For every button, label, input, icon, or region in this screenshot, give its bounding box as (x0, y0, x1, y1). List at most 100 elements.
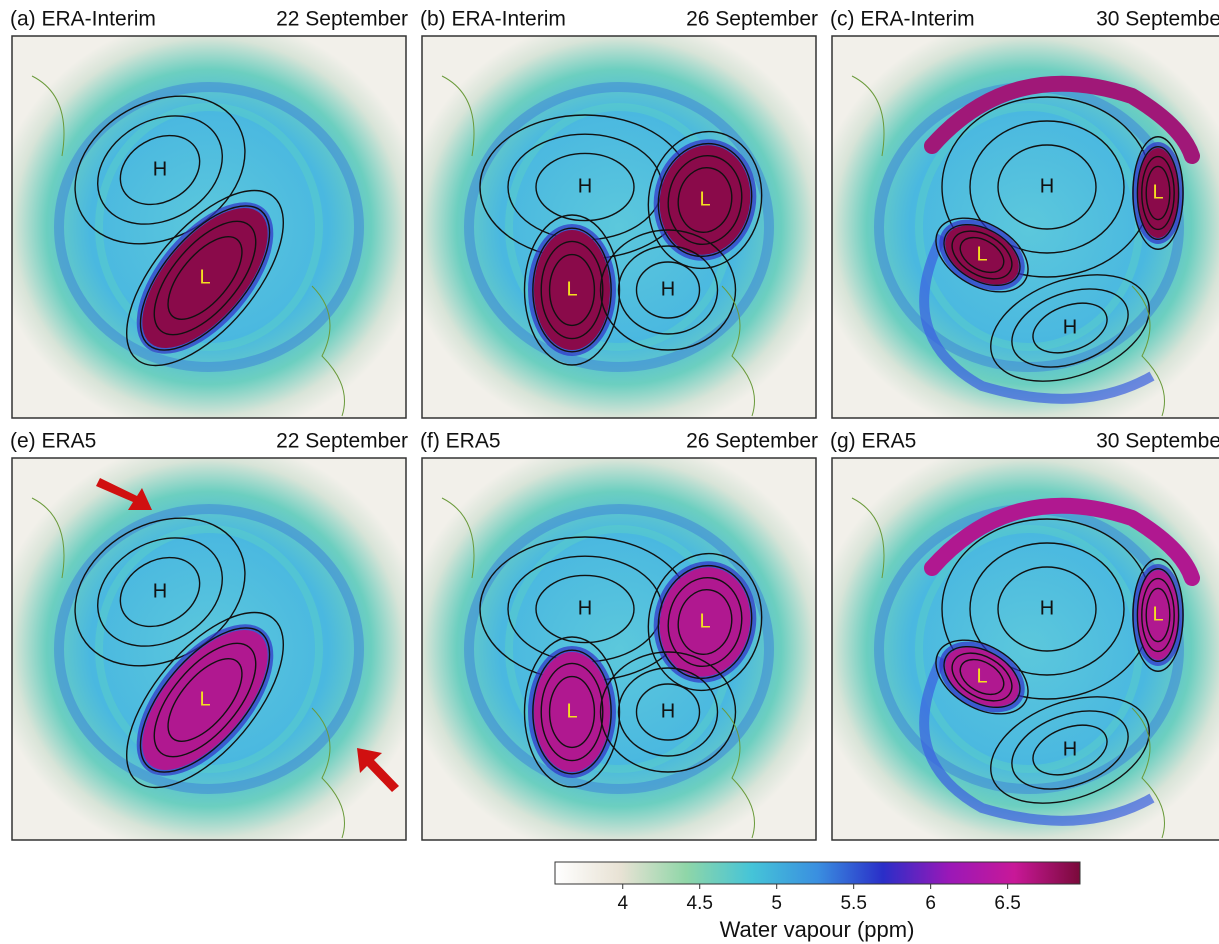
contour (125, 611, 285, 789)
low-blob (1138, 570, 1178, 660)
contour (635, 683, 701, 741)
contour (119, 556, 201, 628)
contour (969, 120, 1125, 254)
panel-date: 22 September (276, 8, 408, 31)
contour (1011, 710, 1129, 790)
pressure-marker: H (661, 278, 675, 300)
panel-frame (831, 457, 1219, 841)
panel-label: (a) ERA-Interim (10, 8, 156, 31)
contour (532, 649, 612, 775)
swirl (95, 103, 323, 351)
panel-frame (11, 35, 407, 419)
contour (523, 214, 621, 366)
contour (540, 240, 604, 340)
contour (959, 658, 1005, 696)
contour (943, 645, 1021, 709)
contour (997, 144, 1097, 230)
panel-label: (g) ERA5 (830, 430, 916, 453)
contour (1132, 136, 1184, 250)
panel-label: (f) ERA5 (420, 430, 501, 453)
contour (153, 642, 257, 758)
contour (167, 235, 243, 321)
pressure-marker: L (566, 700, 577, 722)
map-panel: H L L H (421, 457, 817, 841)
colorbar-tick-label: 5.5 (840, 893, 866, 914)
panel-date: 26 September (686, 8, 818, 31)
coastline (851, 75, 1165, 417)
contour (959, 236, 1005, 274)
contour (125, 189, 285, 367)
contour (990, 696, 1150, 804)
contour (1141, 577, 1175, 653)
panel-label: (c) ERA-Interim (830, 8, 975, 31)
pressure-marker: L (976, 665, 987, 687)
coastline (441, 75, 755, 417)
colorbar-tick-label: 5 (771, 893, 782, 914)
panel-date: 30 September (1096, 8, 1219, 31)
map-panel: HL (11, 35, 407, 419)
filament (919, 233, 1155, 404)
coastline (441, 497, 755, 839)
contour (647, 552, 763, 692)
contour (667, 576, 743, 668)
pressure-marker: L (199, 266, 210, 288)
contour (677, 589, 733, 655)
contour (647, 130, 763, 270)
contour (97, 115, 223, 225)
contour (943, 223, 1021, 287)
pressure-marker: L (1152, 181, 1163, 203)
contour (951, 652, 1013, 702)
filament (924, 497, 1200, 586)
contour (1145, 165, 1171, 221)
pressure-marker: H (1063, 316, 1077, 338)
panel-frame (831, 35, 1219, 419)
swirl (54, 82, 364, 372)
contour (139, 627, 271, 773)
colorbar-tick-label: 6.5 (994, 893, 1020, 914)
low-blob (142, 629, 268, 771)
contour (657, 142, 753, 258)
contour (1136, 567, 1180, 663)
panel-date: 22 September (276, 430, 408, 453)
contour (139, 205, 271, 351)
panel-date: 26 September (686, 430, 818, 453)
contour (167, 657, 243, 743)
pressure-marker: H (1040, 597, 1054, 619)
map-background (422, 36, 816, 418)
low-blob (659, 567, 751, 677)
pressure-marker: L (1152, 603, 1163, 625)
pressure-marker: L (699, 188, 710, 210)
pressure-marker: L (976, 243, 987, 265)
coastline (31, 497, 345, 839)
contour (935, 639, 1029, 715)
contour (990, 274, 1150, 382)
contour (119, 134, 201, 206)
map-panel: HL (11, 457, 407, 841)
coastline (31, 75, 345, 417)
contour (997, 566, 1097, 652)
contour (535, 152, 635, 222)
contour (548, 675, 596, 749)
colorbar-tick-label: 4 (617, 893, 628, 914)
swirl (95, 525, 323, 773)
panel-date: 30 September (1096, 430, 1219, 453)
pressure-marker: H (1040, 175, 1054, 197)
colorbar-tick-label: 6 (925, 893, 936, 914)
contour (951, 230, 1013, 280)
coastline (851, 497, 1165, 839)
arrow (96, 478, 152, 510)
colorbar-label: Water vapour (ppm) (720, 917, 915, 942)
swirl (54, 504, 364, 794)
pressure-marker: H (153, 158, 167, 180)
contour (535, 574, 635, 644)
contour (935, 217, 1029, 293)
contour (599, 651, 737, 773)
low-blob (534, 230, 610, 350)
contour (1141, 155, 1175, 231)
contour (635, 261, 701, 319)
colorbar (554, 861, 1081, 885)
swirl (464, 82, 774, 372)
map-panel: H L L H (831, 35, 1219, 419)
